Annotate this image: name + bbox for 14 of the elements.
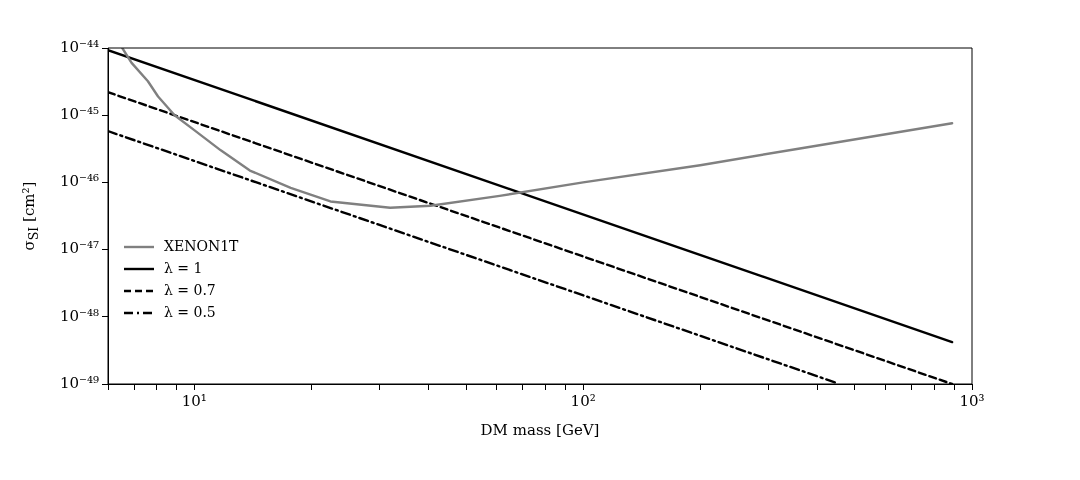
legend-label: XENON1T <box>164 237 240 254</box>
y-tick-label: 10⁻⁴⁶ <box>59 172 99 191</box>
legend-label: λ = 1 <box>164 259 203 276</box>
y-tick-label: 10⁻⁴⁷ <box>59 239 99 258</box>
y-tick-label: 10⁻⁴⁵ <box>59 105 99 124</box>
x-tick-label: 10³ <box>959 391 985 410</box>
y-tick-label: 10⁻⁴⁴ <box>59 37 99 56</box>
x-tick-label: 10¹ <box>181 391 207 410</box>
y-tick-label: 10⁻⁴⁸ <box>59 306 99 325</box>
y-tick-label: 10⁻⁴⁹ <box>59 373 99 392</box>
legend-label: λ = 0.5 <box>164 303 216 320</box>
x-tick-label: 10² <box>570 391 596 410</box>
x-axis-title: DM mass [GeV] <box>480 420 600 439</box>
legend-label: λ = 0.7 <box>164 281 216 298</box>
